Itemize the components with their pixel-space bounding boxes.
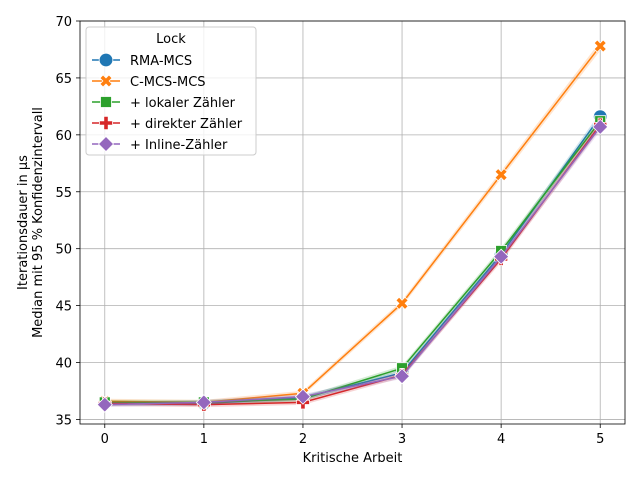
x-tick-label: 2: [299, 432, 307, 447]
legend-item: RMA-MCS: [92, 52, 192, 69]
data-point: [96, 396, 113, 413]
data-point: [393, 368, 411, 385]
confidence-band: [104, 117, 601, 405]
series-line: [104, 120, 601, 404]
legend-marker: [97, 135, 115, 153]
legend-item: + lokaler Zähler: [92, 96, 236, 111]
legend-label: + lokaler Zähler: [130, 96, 236, 111]
legend-label: + direkter Zähler: [130, 117, 243, 132]
data-point: [493, 248, 510, 265]
series-layer: [96, 39, 609, 413]
legend-box: [85, 26, 257, 156]
x-tick-label: 4: [497, 432, 505, 447]
legend-label: RMA-MCS: [130, 54, 192, 69]
legend-marker: [99, 74, 113, 88]
y-tick-label: 35: [55, 413, 72, 428]
y-tick-label: 50: [55, 243, 72, 258]
series-line: [104, 126, 601, 406]
legend-item: C-MCS-MCS: [92, 74, 206, 90]
legend-item: + Inline-Zähler: [92, 135, 228, 153]
series-2: [98, 115, 607, 409]
y-tick-label: 55: [55, 186, 72, 201]
y-tick-label: 60: [55, 129, 72, 144]
x-tick-label: 1: [200, 432, 208, 447]
data-point: [195, 394, 212, 411]
confidence-band: [104, 112, 601, 406]
legend-marker: [99, 116, 113, 131]
legend-items: RMA-MCS C-MCS-MCS + lokaler Zähler + direkt…: [92, 52, 243, 153]
legend-label: C-MCS-MCS: [130, 75, 206, 90]
legend-title: Lock: [156, 32, 186, 47]
data-point: [494, 168, 508, 182]
legend-marker: [98, 52, 114, 68]
series-4: [96, 118, 609, 413]
series-line: [104, 116, 601, 405]
y-axis-ticks: 35 40 45 50 55 60 65 70: [55, 15, 80, 428]
plot-frame: [79, 20, 626, 425]
series-3: [97, 117, 608, 412]
data-point: [593, 39, 607, 53]
y-tick-label: 70: [55, 15, 72, 30]
confidence-band: [104, 120, 601, 408]
legend-marker: [100, 96, 112, 108]
data-point: [395, 296, 409, 310]
y-axis-label-line1: Iterationsdauer in µs: [16, 155, 31, 290]
y-tick-label: 40: [55, 357, 72, 372]
confidence-band: [104, 122, 601, 408]
x-tick-label: 3: [398, 432, 406, 447]
data-point: [294, 388, 312, 405]
y-axis-label-line2: Median mit 95 % Konfidenzintervall: [31, 107, 46, 338]
y-tick-label: 45: [55, 300, 72, 315]
legend: Lock RMA-MCS C-MCS-MCS + lokaler Zähler + d…: [85, 26, 257, 156]
data-point: [592, 118, 609, 135]
x-axis-label: Kritische Arbeit: [303, 451, 403, 466]
x-axis-ticks: 0 1 2 3 4 5: [101, 424, 604, 447]
legend-item: + direkter Zähler: [92, 116, 243, 132]
legend-label: + Inline-Zähler: [130, 138, 228, 153]
x-tick-label: 5: [596, 432, 604, 447]
series-line: [104, 124, 601, 406]
y-tick-label: 65: [55, 72, 72, 87]
x-tick-label: 0: [101, 432, 109, 447]
